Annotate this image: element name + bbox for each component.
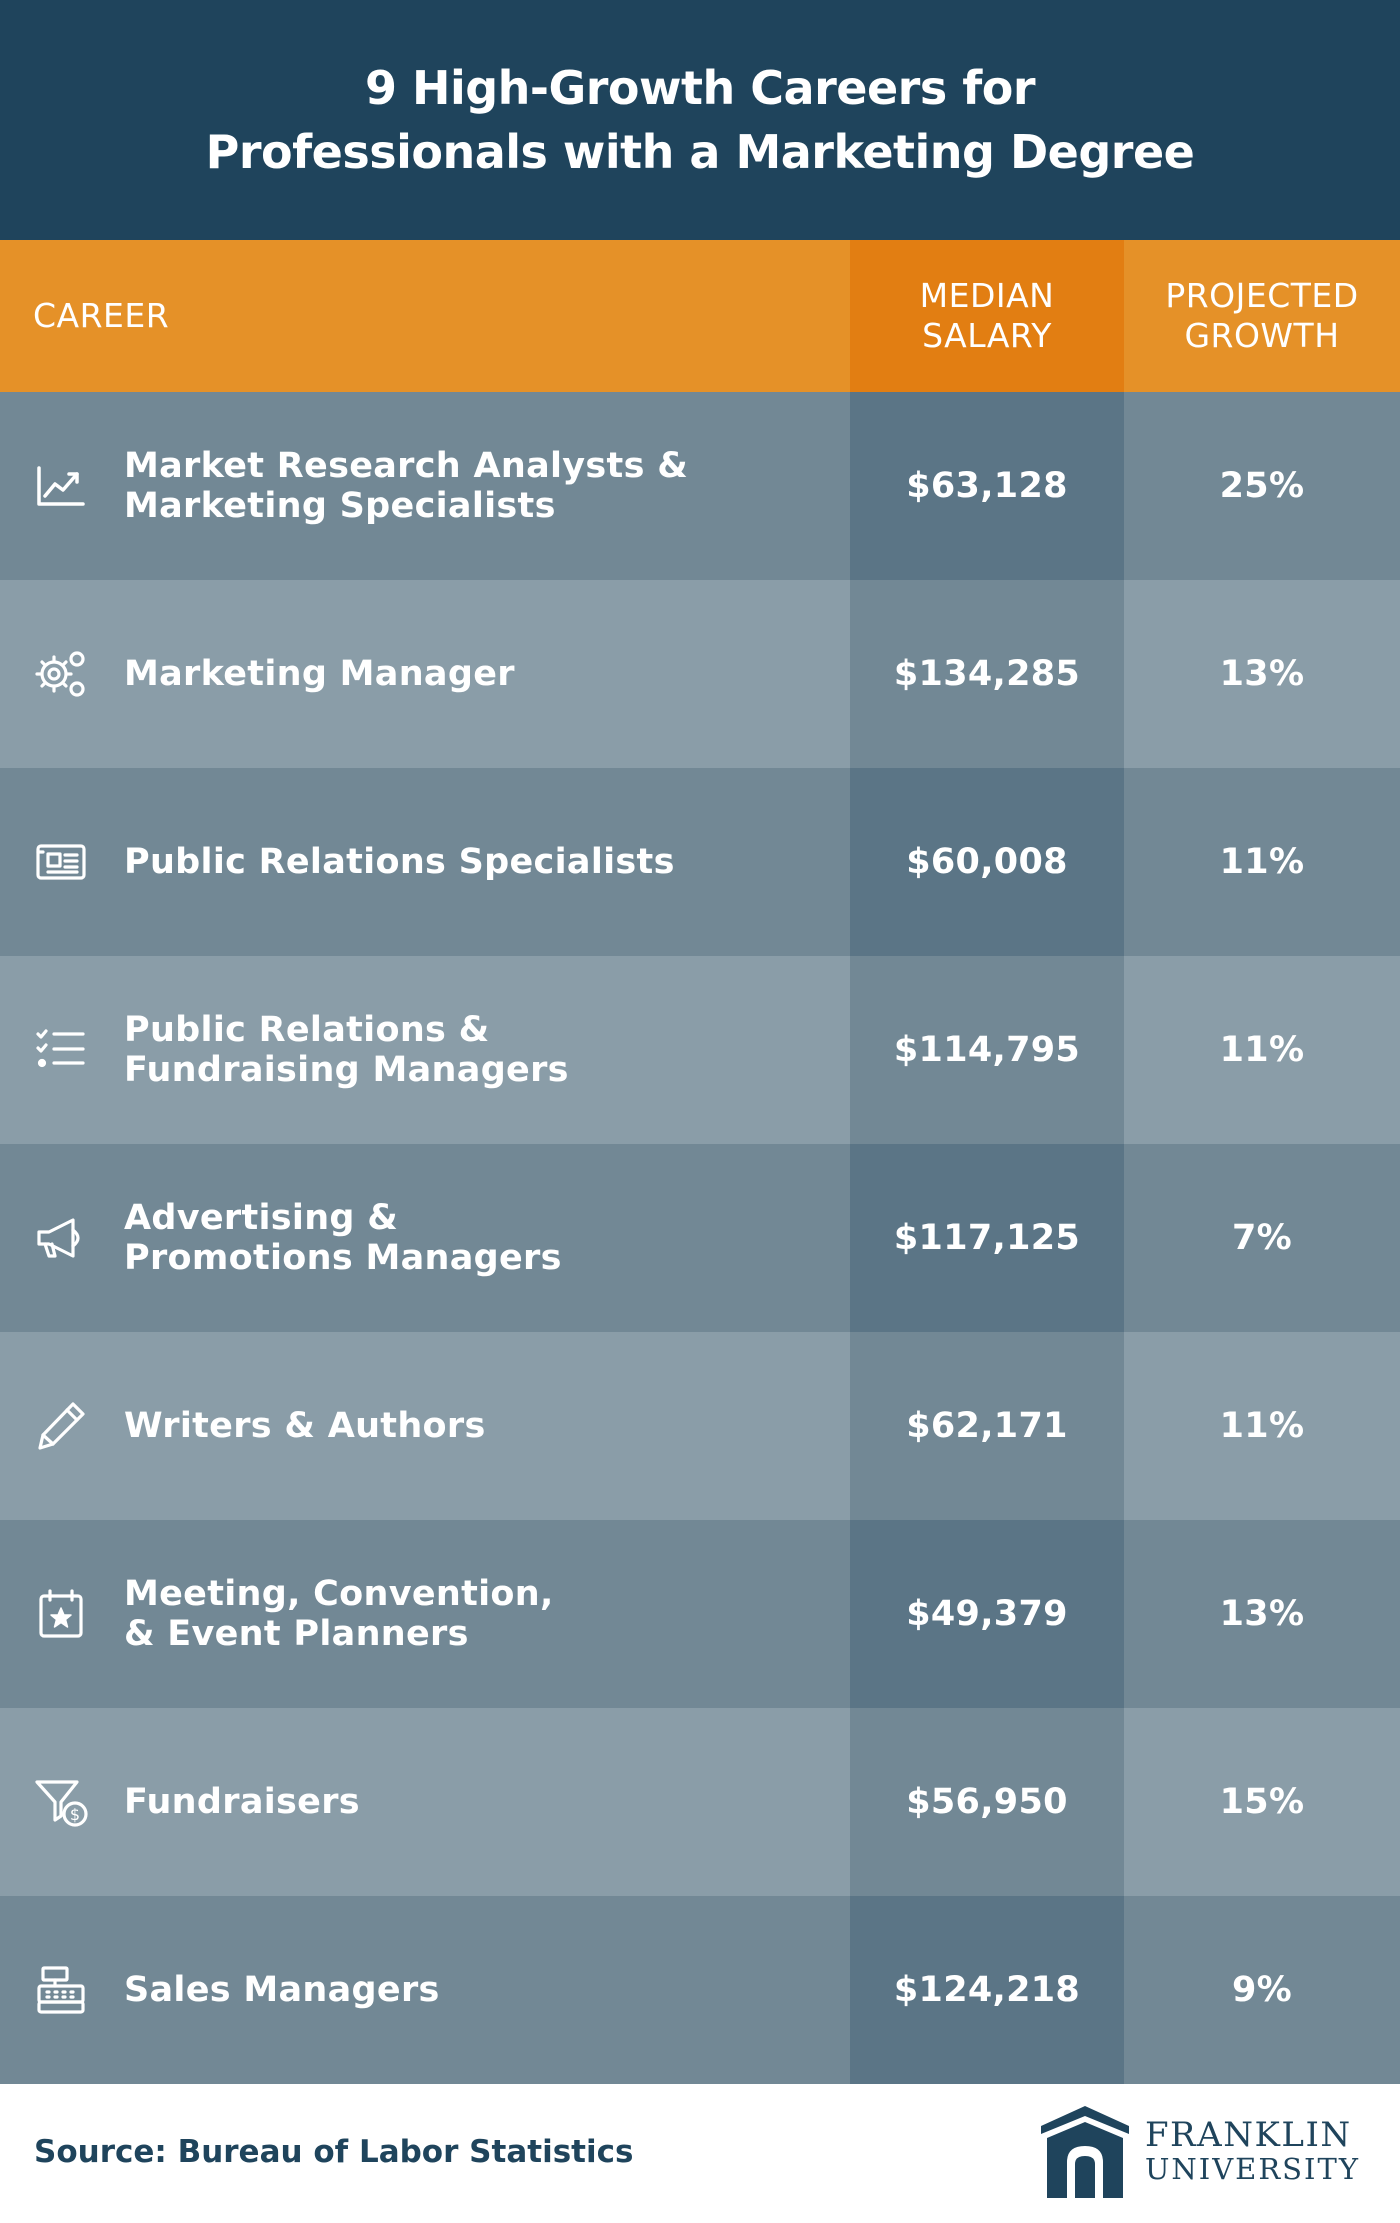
growth-cell: 15% — [1124, 1708, 1400, 1896]
table-row: Market Research Analysts & Marketing Spe… — [0, 392, 1400, 580]
growth-cell: 7% — [1124, 1144, 1400, 1332]
source-citation: Source: Bureau of Labor Statistics — [34, 2133, 634, 2170]
growth-value: 25% — [1219, 466, 1305, 506]
salary-value: $60,008 — [906, 842, 1068, 882]
megaphone-icon — [30, 1207, 92, 1269]
table-row: $ Fundraisers $56,950 15% — [0, 1708, 1400, 1896]
table-row: Public Relations Specialists $60,008 11% — [0, 768, 1400, 956]
checklist-icon — [30, 1019, 92, 1081]
career-name: Sales Managers — [124, 1970, 440, 2010]
growth-cell: 13% — [1124, 1520, 1400, 1708]
career-cell: Writers & Authors — [0, 1332, 850, 1520]
career-cell: Public Relations & Fundraising Managers — [0, 956, 850, 1144]
trending-chart-icon — [30, 455, 92, 517]
column-header-growth: PROJECTED GROWTH — [1124, 240, 1400, 392]
career-name: Public Relations Specialists — [124, 842, 675, 882]
salary-cell: $63,128 — [850, 392, 1124, 580]
logo-line-1: FRANKLIN — [1144, 2114, 1352, 2155]
career-cell: Sales Managers — [0, 1896, 850, 2084]
funnel-dollar-icon: $ — [30, 1771, 92, 1833]
salary-cell: $134,285 — [850, 580, 1124, 768]
salary-value: $117,125 — [893, 1218, 1081, 1258]
salary-cell: $62,171 — [850, 1332, 1124, 1520]
growth-cell: 13% — [1124, 580, 1400, 768]
table-row: Sales Managers $124,218 9% — [0, 1896, 1400, 2084]
university-arch-icon — [1040, 2105, 1129, 2198]
careers-table: CAREER MEDIAN SALARY PROJECTED GROWTH — [0, 240, 1400, 2084]
pencil-icon — [30, 1395, 92, 1457]
salary-value: $63,128 — [906, 466, 1068, 506]
career-cell: Marketing Manager — [0, 580, 850, 768]
growth-cell: 11% — [1124, 1332, 1400, 1520]
footer: Source: Bureau of Labor Statistics FRANK… — [0, 2084, 1400, 2219]
column-header-salary-line-2: SALARY — [922, 316, 1052, 355]
growth-value: 11% — [1219, 1406, 1305, 1446]
salary-value: $62,171 — [906, 1406, 1068, 1446]
career-cell: $ Fundraisers — [0, 1708, 850, 1896]
career-cell: Meeting, Convention, & Event Planners — [0, 1520, 850, 1708]
salary-value: $56,950 — [906, 1782, 1068, 1822]
table-row: Marketing Manager $134,285 13% — [0, 580, 1400, 768]
career-name: Meeting, Convention, & Event Planners — [124, 1574, 554, 1654]
salary-cell: $117,125 — [850, 1144, 1124, 1332]
salary-value: $49,379 — [906, 1594, 1068, 1634]
column-header-growth-line-2: GROWTH — [1184, 316, 1340, 355]
column-header-career-label: CAREER — [33, 296, 170, 335]
career-name: Fundraisers — [124, 1782, 360, 1822]
column-header-salary: MEDIAN SALARY — [850, 240, 1124, 392]
table-row: Advertising & Promotions Managers $117,1… — [0, 1144, 1400, 1332]
salary-value: $134,285 — [893, 654, 1081, 694]
salary-cell: $60,008 — [850, 768, 1124, 956]
career-name: Public Relations & Fundraising Managers — [124, 1010, 569, 1090]
salary-value: $114,795 — [893, 1030, 1081, 1070]
growth-value: 11% — [1219, 1030, 1305, 1070]
page-title-line-1: 9 High-Growth Careers for — [364, 61, 1036, 115]
growth-cell: 11% — [1124, 956, 1400, 1144]
column-header-career: CAREER — [0, 240, 850, 392]
career-cell: Advertising & Promotions Managers — [0, 1144, 850, 1332]
salary-cell: $49,379 — [850, 1520, 1124, 1708]
salary-cell: $114,795 — [850, 956, 1124, 1144]
growth-value: 15% — [1219, 1782, 1305, 1822]
title-banner: 9 High-Growth Careers for Professionals … — [0, 0, 1400, 240]
career-cell: Public Relations Specialists — [0, 768, 850, 956]
table-row: Writers & Authors $62,171 11% — [0, 1332, 1400, 1520]
column-header-growth-line-1: PROJECTED — [1165, 276, 1359, 315]
career-cell: Market Research Analysts & Marketing Spe… — [0, 392, 850, 580]
table-row: Meeting, Convention, & Event Planners $4… — [0, 1520, 1400, 1708]
career-name: Marketing Manager — [124, 654, 515, 694]
column-header-salary-line-1: MEDIAN — [919, 276, 1055, 315]
growth-cell: 9% — [1124, 1896, 1400, 2084]
logo-wordmark: FRANKLIN UNIVERSITY — [1145, 2118, 1360, 2186]
growth-cell: 25% — [1124, 392, 1400, 580]
career-name: Writers & Authors — [124, 1406, 486, 1446]
growth-value: 13% — [1219, 1594, 1305, 1634]
salary-cell: $56,950 — [850, 1708, 1124, 1896]
career-name: Market Research Analysts & Marketing Spe… — [124, 446, 689, 526]
table-row: Public Relations & Fundraising Managers … — [0, 956, 1400, 1144]
salary-value: $124,218 — [893, 1970, 1081, 2010]
growth-value: 13% — [1219, 654, 1305, 694]
cash-register-icon — [30, 1959, 92, 2021]
franklin-university-logo: FRANKLIN UNIVERSITY — [1039, 2104, 1360, 2200]
growth-value: 11% — [1219, 842, 1305, 882]
svg-text:$: $ — [70, 1805, 80, 1824]
page-title-line-2: Professionals with a Marketing Degree — [205, 125, 1195, 179]
calendar-star-icon — [30, 1583, 92, 1645]
table-header-row: CAREER MEDIAN SALARY PROJECTED GROWTH — [0, 240, 1400, 392]
newspaper-icon — [30, 831, 92, 893]
growth-cell: 11% — [1124, 768, 1400, 956]
growth-value: 9% — [1231, 1970, 1293, 2010]
salary-cell: $124,218 — [850, 1896, 1124, 2084]
growth-value: 7% — [1231, 1218, 1293, 1258]
gears-icon — [30, 643, 92, 705]
career-name: Advertising & Promotions Managers — [124, 1198, 562, 1278]
logo-line-2: UNIVERSITY — [1144, 2151, 1360, 2186]
